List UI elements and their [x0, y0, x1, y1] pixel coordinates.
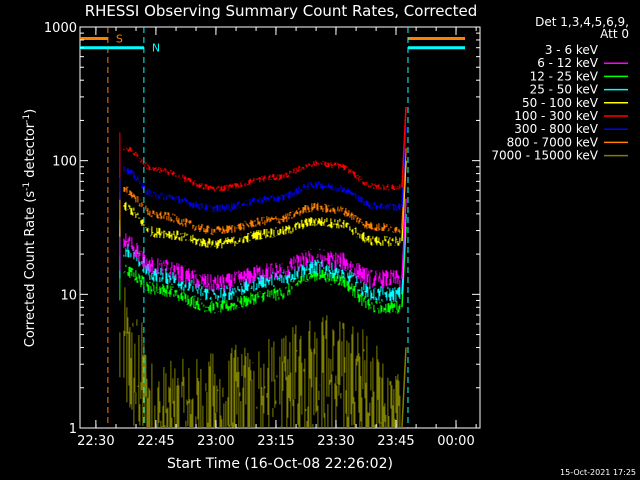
flag-label: S: [116, 33, 123, 46]
series-end-rise: [401, 347, 407, 429]
legend-header-line1: Det 1,3,4,5,6,9,: [535, 15, 629, 29]
x-tick-label: 23:30: [317, 434, 354, 449]
series-end-rise: [401, 213, 407, 295]
series-line: [123, 145, 401, 192]
legend-entry-label: 6 - 12 keV: [537, 56, 599, 70]
x-tick-label: 22:30: [77, 434, 114, 449]
tick-group: 22:30 22:45 23:00 23:15 23:30 23:45 00:00 1 10 10…: [44, 21, 480, 449]
series-line: [123, 264, 401, 314]
series-line: [123, 166, 401, 213]
series-end-rise: [401, 126, 407, 208]
series-end-rise: [401, 148, 407, 229]
legend-entry-label: 800 - 7000 keV: [507, 135, 599, 149]
y-tick-label: 1: [69, 422, 77, 437]
legend-entry-label: 300 - 800 keV: [514, 122, 598, 136]
x-tick-label: 23:00: [197, 434, 234, 449]
legend-entry-label: 50 - 100 keV: [522, 96, 599, 110]
flag-label: N: [152, 42, 160, 55]
legend-entry-label: 12 - 25 keV: [530, 69, 599, 83]
series-end-rise: [401, 106, 407, 188]
y-tick-label: 1000: [44, 21, 77, 36]
series-group: [119, 106, 407, 429]
y-axis-label: Corrected Count Rate (s-1 detector-1): [22, 109, 38, 347]
y-tick-label: 10: [60, 288, 77, 303]
series-end-rise: [401, 198, 407, 280]
legend-entry-label: 25 - 50 keV: [530, 83, 599, 97]
series-end-rise: [401, 254, 407, 335]
x-tick-label: 00:00: [437, 434, 474, 449]
plot-area: [79, 26, 481, 429]
plot-frame: [79, 26, 481, 429]
x-tick-label: 22:45: [137, 434, 174, 449]
x-tick-label: 23:45: [377, 434, 414, 449]
legend-entry-label: 100 - 300 keV: [514, 109, 598, 123]
x-axis-label: Start Time (16-Oct-08 22:26:02): [167, 456, 393, 472]
x-tick-label: 23:15: [257, 434, 294, 449]
legend-entry-label: 3 - 6 keV: [545, 43, 599, 57]
flag-group: SN: [80, 27, 465, 428]
chart-title: RHESSI Observing Summary Count Rates, Co…: [85, 2, 478, 20]
series-line: [123, 201, 401, 249]
legend-header-line2: Att 0: [600, 27, 629, 41]
timestamp: 15-Oct-2021 17:25: [560, 468, 636, 477]
series-line: [123, 186, 401, 235]
y-tick-label: 100: [52, 155, 77, 170]
legend-entry-label: 7000 - 15000 keV: [491, 149, 598, 163]
